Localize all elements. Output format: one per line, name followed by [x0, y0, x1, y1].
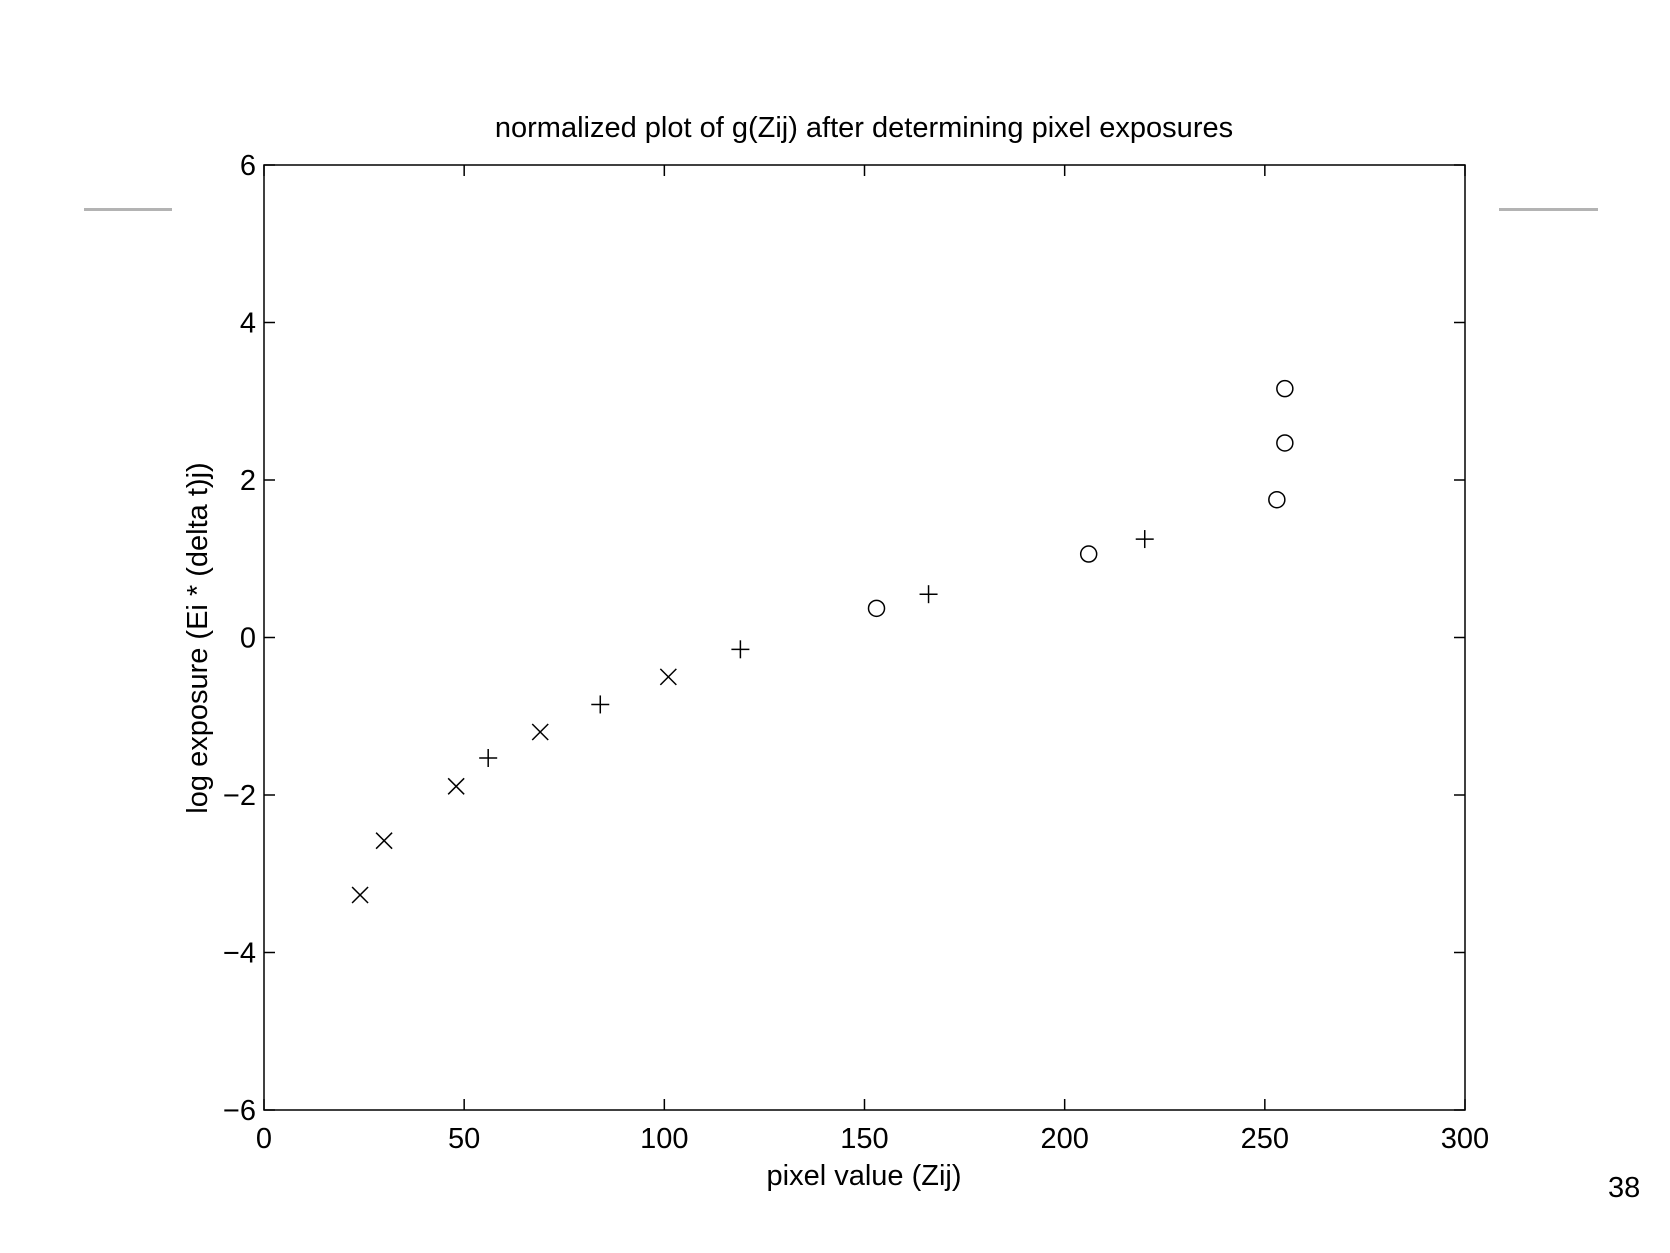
data-points — [351, 379, 1294, 904]
circle-marker — [1079, 545, 1098, 563]
circle-marker — [1268, 490, 1286, 509]
axis-tick-labels: 0 50 100 150 200 250 300 −6 −4 −2 0 2 4 6 — [223, 150, 1489, 1155]
plus-marker — [919, 585, 938, 604]
circle-marker — [867, 599, 886, 618]
x-tick-label: 0 — [256, 1123, 272, 1155]
y-axis-label: log exposure (Ei * (delta t)j) — [182, 462, 214, 813]
circle-marker — [1276, 434, 1294, 452]
x-tick-label: 100 — [640, 1123, 688, 1155]
plus-marker — [1135, 530, 1154, 549]
chart-title: normalized plot of g(Zij) after determin… — [495, 112, 1233, 144]
y-tick-label: 0 — [240, 623, 256, 655]
plus-marker — [479, 748, 498, 767]
plot-area — [263, 164, 1466, 1111]
x-tick-label: 50 — [448, 1123, 480, 1155]
axis-ticks — [263, 164, 1466, 1111]
plus-marker — [731, 640, 750, 659]
plus-marker — [591, 695, 610, 714]
circle-marker — [1276, 379, 1294, 398]
x-marker — [447, 777, 465, 795]
y-tick-label: 2 — [240, 465, 256, 497]
y-tick-label: −4 — [223, 938, 256, 970]
x-axis-label: pixel value (Zij) — [767, 1160, 962, 1192]
x-tick-label: 150 — [840, 1123, 888, 1155]
x-marker — [351, 886, 369, 904]
y-tick-label: −2 — [223, 780, 256, 812]
slide-rule-left — [84, 208, 172, 211]
x-marker — [531, 723, 549, 741]
x-tick-label: 200 — [1040, 1123, 1088, 1155]
page-number: 38 — [1608, 1172, 1641, 1204]
x-tick-label: 250 — [1241, 1123, 1289, 1155]
x-tick-label: 300 — [1441, 1123, 1489, 1155]
y-tick-label: 4 — [240, 308, 256, 340]
slide-rule-right — [1499, 208, 1598, 211]
x-marker — [375, 832, 393, 850]
y-tick-label: 6 — [240, 150, 256, 182]
y-tick-label: −6 — [223, 1095, 256, 1127]
x-marker — [659, 668, 677, 686]
